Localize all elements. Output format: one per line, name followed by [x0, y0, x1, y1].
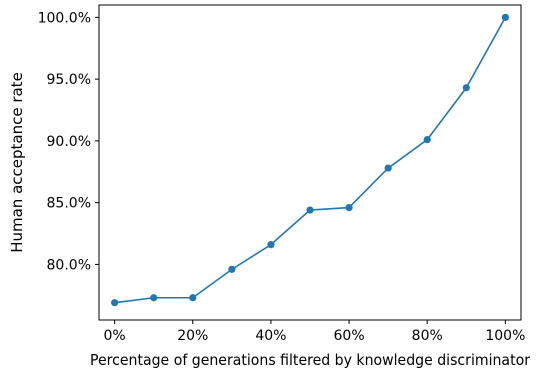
x-axis-ticks: 0% 20% 40% 60% 80% 100%: [104, 320, 525, 344]
data-point: [423, 136, 431, 144]
y-axis-ticks: 80.0% 85.0% 90.0% 95.0% 100.0%: [38, 10, 99, 273]
data-point: [228, 265, 236, 273]
y-tick-label: 100.0%: [38, 10, 91, 26]
data-point: [501, 13, 509, 21]
x-axis-label: Percentage of generations filtered by kn…: [90, 351, 531, 369]
x-tick-label: 40%: [255, 328, 286, 344]
data-point: [267, 241, 275, 249]
plot-frame: [98, 4, 522, 321]
y-axis-label: Human acceptance rate: [8, 72, 26, 253]
x-tick-label: 100%: [485, 328, 525, 344]
data-point: [150, 294, 158, 302]
x-tick-label: 0%: [104, 328, 126, 344]
data-point: [189, 294, 197, 302]
data-point: [306, 206, 314, 214]
x-tick-label: 80%: [412, 328, 443, 344]
data-point: [462, 84, 470, 92]
y-tick-label: 85.0%: [47, 196, 91, 212]
data-point: [111, 299, 119, 307]
series-line: [114, 16, 507, 304]
y-tick-label: 95.0%: [47, 72, 91, 88]
data-point: [345, 203, 353, 212]
y-tick-label: 90.0%: [47, 134, 91, 150]
data-series: [111, 13, 509, 307]
data-point: [384, 164, 392, 172]
x-tick-label: 60%: [334, 328, 365, 344]
y-tick-label: 80.0%: [47, 257, 91, 273]
x-tick-label: 20%: [177, 328, 208, 344]
